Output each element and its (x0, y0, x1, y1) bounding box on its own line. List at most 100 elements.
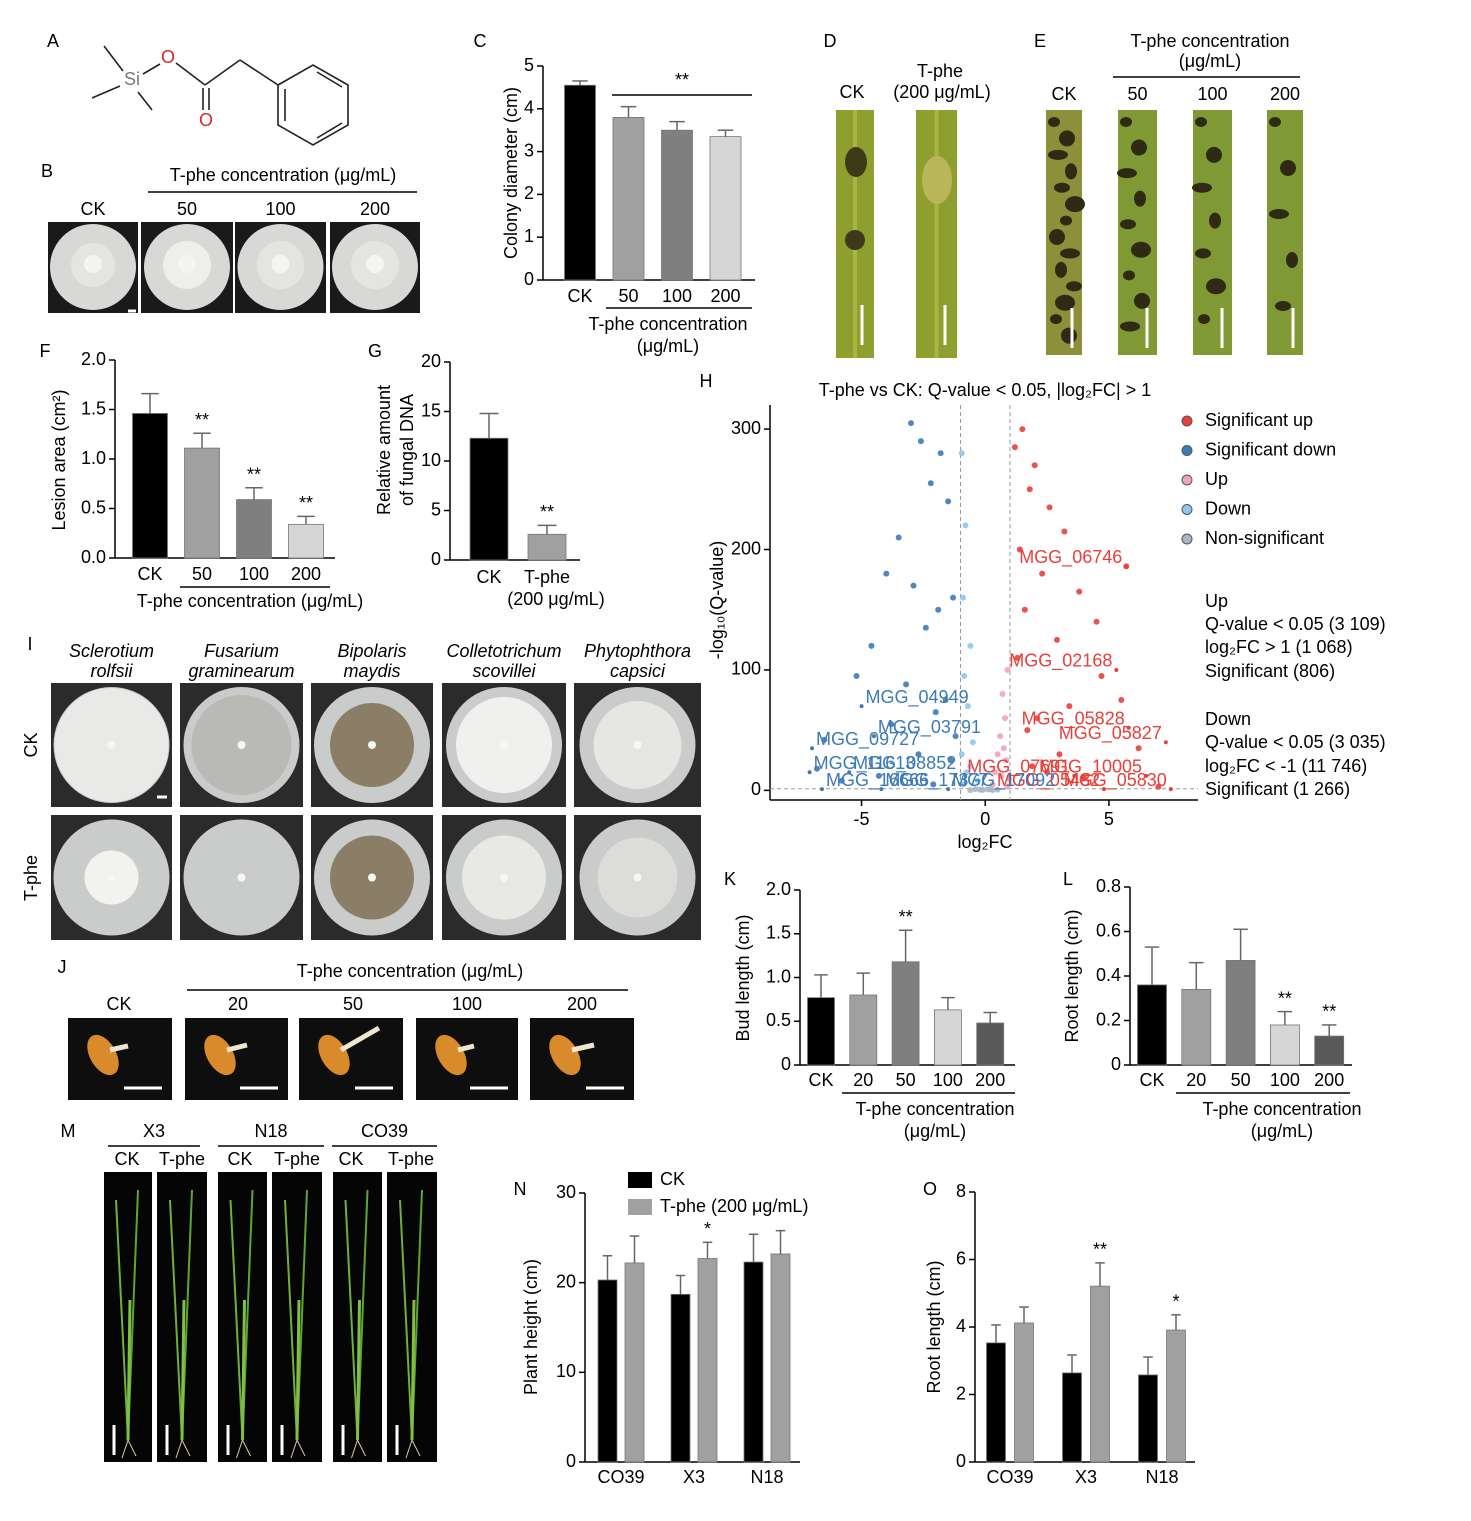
bar (1166, 1329, 1186, 1463)
x-tick-label: CO39 (597, 1467, 644, 1487)
bar (1014, 1322, 1034, 1463)
y-tick-label: 0 (956, 1451, 966, 1471)
x-tick-label: CK (567, 286, 592, 306)
column-label: CK (338, 1149, 363, 1169)
lesion (1066, 281, 1082, 292)
group-label: N18 (254, 1121, 287, 1141)
column-label: CK (114, 1149, 139, 1169)
root (181, 1439, 191, 1457)
annotated-point (807, 770, 812, 775)
lesion (1061, 327, 1077, 344)
bar (1270, 1024, 1300, 1066)
panel-letter: I (27, 634, 32, 654)
lesion (1117, 168, 1137, 179)
bar (661, 129, 693, 281)
bar (1181, 988, 1212, 1066)
point (989, 781, 996, 788)
point (838, 777, 845, 784)
leaf-blade (169, 1199, 183, 1441)
gene-label: MGG_17377 (885, 770, 988, 791)
x-tick-label: CK (1139, 1070, 1164, 1090)
y-tick-label: 0.4 (1096, 965, 1121, 985)
point (1135, 745, 1142, 752)
column-label: 200 (567, 994, 597, 1014)
column-label: 200 (1270, 84, 1300, 104)
point (958, 751, 965, 758)
lesion (1134, 292, 1150, 309)
y-tick-label: 20 (421, 351, 441, 371)
column-label: 20 (228, 994, 248, 1014)
lesion (1065, 196, 1085, 213)
bar (976, 1022, 1005, 1066)
y-tick-label: 0.5 (766, 1010, 791, 1030)
bar (697, 1258, 718, 1463)
annotated-point (871, 734, 876, 739)
point (961, 672, 968, 679)
point (1053, 636, 1060, 643)
annotated-point (1144, 773, 1149, 778)
seed (318, 1034, 350, 1076)
bar (986, 1342, 1006, 1463)
y-tick-label: 1.0 (81, 448, 106, 468)
lesion (1120, 321, 1140, 332)
root (175, 1439, 183, 1459)
legend-label: Down (1205, 498, 1251, 518)
lesion (1131, 139, 1147, 156)
colony-center (500, 741, 508, 749)
annotated-point (1124, 564, 1129, 569)
point (969, 739, 976, 746)
point (1118, 697, 1125, 704)
colony-center (368, 873, 376, 882)
colony-center (178, 255, 196, 273)
note: Up (1205, 591, 1228, 611)
heading: T-phe concentration (1130, 31, 1289, 51)
x-tick-label: 200 (291, 564, 321, 584)
y-tick-label: 1.5 (766, 923, 791, 943)
point (959, 594, 966, 601)
lesion (845, 147, 867, 177)
panel-letter: M (61, 1121, 76, 1141)
row-label: CK (21, 732, 41, 757)
seed-photo (185, 1018, 288, 1100)
panel-letter: G (368, 341, 382, 361)
significance: ** (247, 464, 261, 484)
y-axis-label: -log₁₀(Q-value) (707, 541, 727, 660)
seed (435, 1034, 467, 1076)
point (1011, 444, 1018, 451)
bar (934, 1009, 962, 1066)
point (997, 733, 1004, 740)
heading: T-phe concentration (μg/mL) (297, 961, 523, 981)
x-tick-label: 0 (980, 809, 990, 829)
column-label: 50 (177, 199, 197, 219)
x-axis-label: T-phe concentration (μg/mL) (137, 591, 363, 611)
gene-label: MGG_16666 (826, 770, 929, 791)
x-note: (200 μg/mL) (507, 589, 604, 609)
lesion (922, 156, 952, 204)
lesion (1048, 117, 1060, 127)
root (127, 1439, 137, 1457)
point (959, 781, 966, 788)
significance: * (1172, 1292, 1179, 1312)
lesion (1275, 301, 1291, 311)
legend-marker (1181, 474, 1193, 486)
point (945, 498, 952, 505)
y-tick-label: 2 (524, 183, 534, 203)
point (1066, 703, 1073, 710)
atom-si: Si (124, 69, 140, 89)
annotated-point (819, 787, 824, 792)
root (290, 1439, 298, 1459)
lesion (1055, 294, 1075, 311)
point (979, 786, 986, 793)
gene-label: MGG_05827 (1059, 723, 1162, 744)
x-tick-label: N18 (750, 1467, 783, 1487)
bar (288, 523, 324, 559)
gene-label: MGG_05828 (1022, 708, 1125, 729)
y-tick-label: 200 (731, 538, 761, 558)
lesion (1055, 261, 1067, 278)
bar (770, 1253, 791, 1463)
y-axis-label: Relative amount (374, 385, 394, 515)
panel-letter: E (1034, 31, 1046, 51)
y-tick-label: 0 (1111, 1054, 1121, 1074)
point (1061, 528, 1068, 535)
